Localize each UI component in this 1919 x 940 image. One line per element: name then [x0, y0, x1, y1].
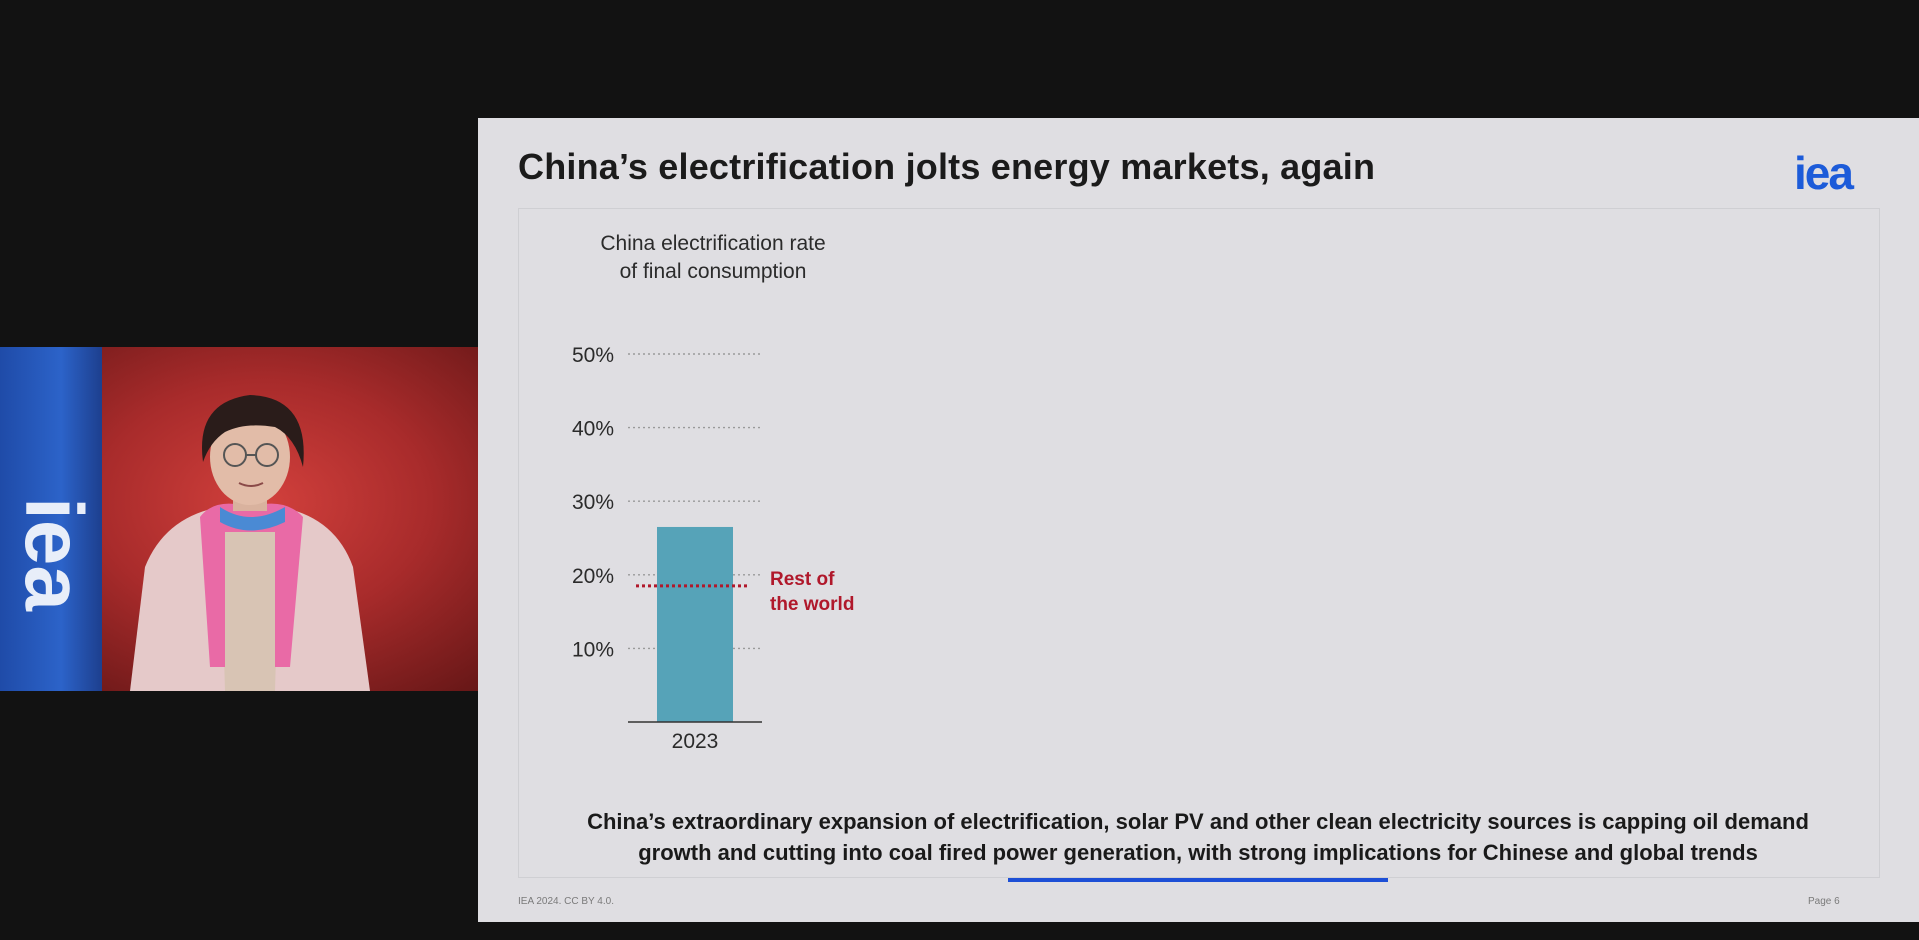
reference-label-line1: Rest of — [770, 569, 835, 590]
page-number: Page 6 — [1808, 896, 1840, 907]
y-tick-label: 50% — [572, 344, 614, 367]
footer-copyright: IEA 2024. CC BY 4.0. — [518, 896, 614, 907]
slide-title: China’s electrification jolts energy mar… — [518, 146, 1376, 187]
reference-label-line2: the world — [770, 594, 854, 615]
flag-logo: iea — [8, 497, 99, 611]
iea-flag — [0, 347, 102, 691]
speaker-figure — [130, 395, 370, 691]
playback-progress-indicator — [1008, 878, 1388, 882]
takeaway-line-2: growth and cutting into coal fired power… — [638, 840, 1758, 865]
chart-title-line2: of final consumption — [619, 260, 807, 283]
speaker-video: iea — [0, 347, 478, 691]
y-tick-label: 10% — [572, 638, 614, 661]
chart-title: China electrification rate of final cons… — [588, 230, 838, 286]
iea-logo: iea — [1794, 147, 1854, 199]
presentation-slide: China’s electrification jolts energy mar… — [478, 118, 1919, 922]
electrification-chart: 10% 20% 30% 40% 50% 2023 Rest of the world — [572, 344, 854, 753]
key-takeaway: China’s extraordinary expansion of elect… — [518, 806, 1878, 868]
chart-title-line1: China electrification rate — [600, 232, 826, 255]
takeaway-line-1: China’s extraordinary expansion of elect… — [587, 809, 1809, 834]
y-tick-label: 40% — [572, 418, 614, 441]
x-tick-label: 2023 — [672, 730, 719, 753]
y-tick-label: 20% — [572, 565, 614, 588]
content-frame — [518, 208, 1880, 878]
y-tick-label: 30% — [572, 491, 614, 514]
bar-2023 — [657, 526, 733, 722]
